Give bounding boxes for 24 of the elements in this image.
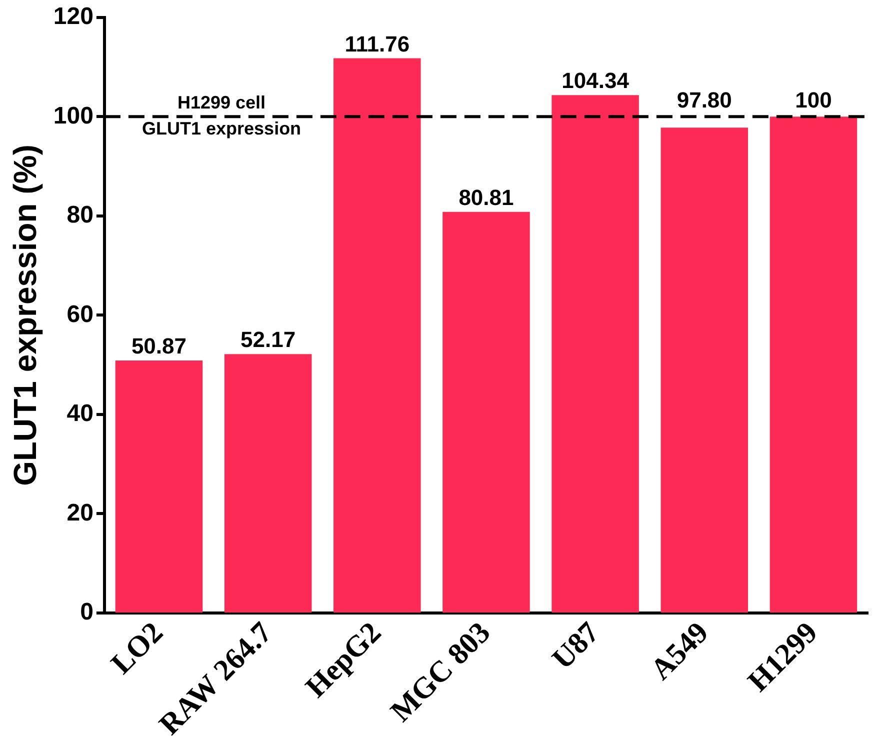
x-tick-label: U87 (546, 616, 606, 676)
data-label: 50.87 (131, 334, 187, 359)
ref-line-label: H1299 cell GLUT1 expression (142, 92, 302, 139)
data-label: 80.81 (458, 184, 514, 210)
data-label: 104.34 (562, 68, 630, 94)
y-tick-label: 80 (66, 202, 94, 229)
bar (552, 95, 639, 613)
bar (770, 116, 858, 613)
y-axis-title: GLUT1 expression (%) (7, 144, 44, 486)
bar (660, 128, 748, 613)
y-tick-label: 60 (66, 300, 94, 328)
y-tick-label: 120 (53, 3, 94, 30)
data-label: 52.17 (240, 327, 296, 352)
bar (115, 360, 203, 613)
data-label: 97.80 (676, 88, 732, 113)
bar (334, 58, 421, 613)
data-label: 111.76 (344, 31, 410, 56)
y-tick-label: 100 (53, 102, 94, 130)
bar (224, 354, 312, 613)
data-label: 100 (795, 88, 832, 113)
bar (442, 212, 530, 613)
y-tick-label: 40 (66, 400, 94, 428)
y-tick-label: 0 (80, 598, 94, 626)
y-tick-label: 20 (66, 499, 94, 526)
